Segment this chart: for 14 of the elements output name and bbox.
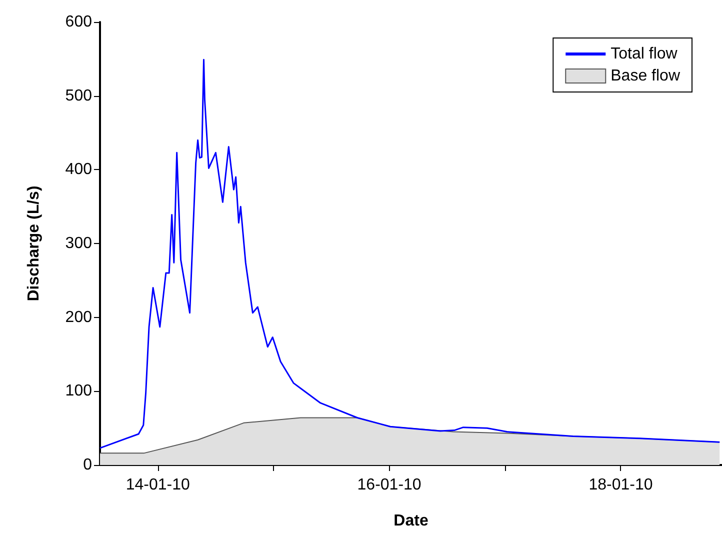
y-tick-label: 500: [65, 87, 92, 104]
y-tick-label: 0: [83, 456, 92, 474]
y-tick-label: 100: [65, 382, 92, 400]
y-axis-title: Discharge (L/s): [26, 186, 42, 302]
y-tick-label: 300: [65, 235, 92, 252]
x-axis-title: Date: [394, 512, 428, 530]
legend-label: Total flow: [610, 46, 678, 62]
y-tick-label: 200: [65, 308, 92, 326]
legend-label: Base flow: [610, 68, 680, 84]
x-tick-label: 16-01-10: [357, 476, 422, 494]
x-tick-label: 14-01-10: [126, 476, 190, 494]
x-tick-label: 18-01-10: [588, 476, 653, 494]
y-tick-label: 600: [65, 14, 92, 30]
y-tick-label: 400: [65, 161, 92, 178]
